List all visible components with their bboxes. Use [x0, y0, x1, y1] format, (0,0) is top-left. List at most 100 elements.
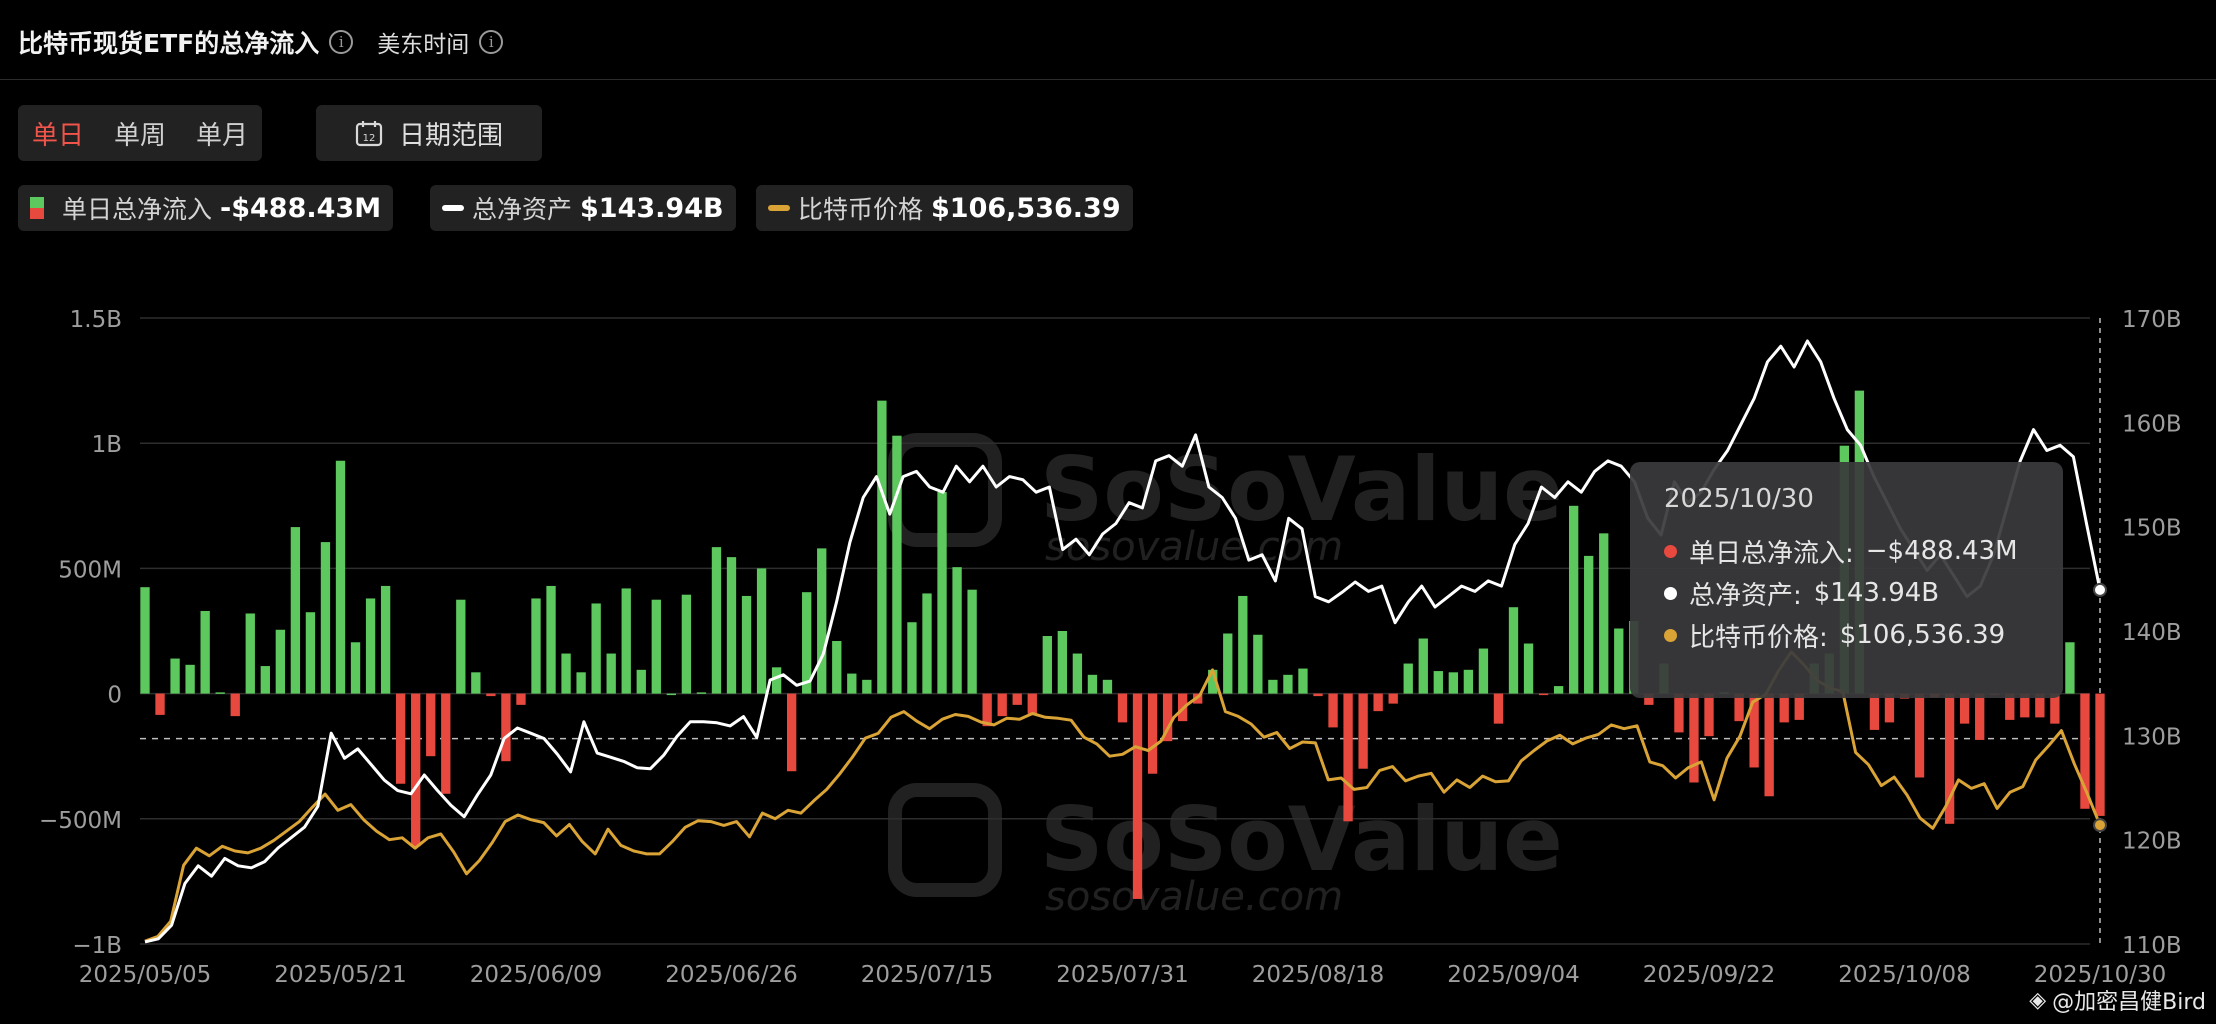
- flow-bar: [561, 653, 571, 694]
- period-selector: 单日 单周 单月: [18, 105, 263, 161]
- flow-bar: [1463, 669, 1474, 694]
- total-assets-line-end-point: [2093, 582, 2107, 597]
- flow-bar: [1764, 693, 1774, 797]
- tab-weekly[interactable]: 单周: [114, 120, 167, 151]
- diamond-logo-icon: ◈: [2029, 987, 2047, 1013]
- flow-bar: [817, 548, 827, 694]
- flow-bar: [877, 400, 887, 694]
- timezone-info-icon[interactable]: i: [479, 30, 504, 54]
- flow-bar: [2005, 693, 2015, 720]
- flow-bar: [756, 568, 767, 694]
- tooltip-row-inflow: 单日总净流入: −$488.43M: [1664, 530, 2029, 572]
- calendar-icon: 12: [355, 119, 383, 147]
- flow-bar: [1268, 679, 1278, 694]
- flow-bar: [892, 435, 902, 694]
- flow-bar: [1689, 693, 1699, 783]
- flow-bar: [967, 589, 977, 694]
- legend-value: $106,536.39: [931, 192, 1121, 224]
- flow-bar: [1298, 668, 1308, 694]
- flow-bar: [1523, 643, 1534, 694]
- flow-bar: [907, 622, 917, 694]
- flow-bar: [275, 629, 286, 694]
- y-left-tick-label: 500M: [58, 557, 122, 583]
- legend-total-assets[interactable]: 总净资产 $143.94B: [430, 185, 736, 231]
- flow-bar: [501, 693, 511, 762]
- x-tick-label: 2025/05/21: [274, 962, 407, 988]
- flow-bar: [1358, 693, 1368, 769]
- watermark: SoSoValuesosovalue.comSoSoValuesosovalue…: [888, 433, 1563, 920]
- flow-bar: [140, 587, 150, 694]
- y-left-tick-label: 0: [107, 683, 122, 709]
- flow-bar: [952, 567, 962, 694]
- x-tick-label: 2025/10/30: [2034, 962, 2167, 988]
- tab-monthly[interactable]: 单月: [196, 120, 249, 151]
- flow-bar: [591, 603, 601, 694]
- btc-price-line-end-point: [2093, 818, 2107, 833]
- legend-btc-price[interactable]: 比特币价格 $106,536.39: [756, 185, 1133, 231]
- flow-bar: [2020, 693, 2030, 718]
- legend-net-inflow[interactable]: 单日总净流入 -$488.43M: [18, 185, 394, 231]
- flow-bar: [1433, 671, 1443, 694]
- flow-bar: [771, 667, 782, 694]
- flow-bar: [696, 692, 707, 694]
- flow-bar: [1493, 693, 1504, 724]
- x-tick-label: 2025/07/15: [861, 962, 994, 988]
- flow-bar: [245, 613, 255, 694]
- flow-bar: [1794, 693, 1804, 720]
- watermark-url: sosovalue.com: [1045, 874, 1343, 920]
- x-tick-label: 2025/06/26: [665, 962, 798, 988]
- flow-bar: [1749, 693, 1759, 768]
- flow-bar: [1704, 693, 1714, 737]
- flow-bar: [1779, 693, 1789, 723]
- legend-name: 比特币价格: [798, 195, 924, 224]
- white-dot-icon: [1664, 586, 1677, 600]
- x-tick-label: 2025/06/09: [470, 962, 603, 988]
- flow-bar: [486, 693, 496, 697]
- legend-name: 单日总净流入: [62, 195, 213, 224]
- y-right-tick-label: 160B: [2122, 411, 2182, 437]
- axes: 1.5B 1B 500M 0 −500M −1B 170B 160B 150B 140B 130B 1…: [39, 307, 2182, 988]
- date-range-label: 日期范围: [398, 120, 503, 151]
- flow-bar: [1042, 636, 1052, 694]
- flow-bar: [1027, 693, 1037, 714]
- watermark-url: sosovalue.com: [1045, 524, 1343, 570]
- flow-bar: [1373, 693, 1383, 712]
- tooltip-value: −$488.43M: [1865, 536, 2018, 566]
- flow-bar: [802, 592, 812, 694]
- flow-bar: [2065, 642, 2075, 694]
- date-range-button[interactable]: 12 日期范围: [316, 105, 542, 161]
- total-assets-line: [144, 339, 2102, 944]
- flow-bar: [320, 542, 331, 694]
- flow-bar: [471, 672, 481, 694]
- info-icon[interactable]: i: [329, 30, 354, 54]
- y-right-tick-label: 170B: [2122, 307, 2182, 333]
- flow-bar: [411, 693, 421, 847]
- flow-bar: [335, 460, 346, 694]
- flow-bar: [997, 693, 1007, 717]
- legend-name: 总净资产: [472, 195, 573, 224]
- flow-bar: [832, 641, 842, 694]
- tooltip-value: $106,536.39: [1839, 620, 2006, 650]
- flow-bar: [1162, 693, 1173, 742]
- flow-bar: [1147, 693, 1158, 774]
- legend-value: -$488.43M: [220, 192, 382, 224]
- flow-bar: [741, 595, 752, 694]
- flow-bar: [1072, 653, 1083, 694]
- svg-text:12: 12: [363, 133, 376, 144]
- flow-bar: [1313, 693, 1323, 697]
- flow-bar: [1959, 693, 1970, 724]
- line-swatch-icon: [768, 205, 790, 211]
- bar-swatch-icon: [30, 197, 44, 219]
- flow-bar: [1869, 693, 1880, 730]
- flow-bar: [576, 672, 586, 694]
- tooltip-label: 总净资产:: [1689, 580, 1802, 611]
- flow-bar: [230, 693, 240, 717]
- x-tick-label: 2025/07/31: [1056, 962, 1189, 988]
- tooltip-label: 单日总净流入:: [1689, 538, 1854, 569]
- flow-bar: [2095, 693, 2105, 816]
- tab-daily[interactable]: 单日: [32, 120, 85, 151]
- flow-bar: [456, 599, 466, 694]
- flow-bar: [2080, 693, 2090, 809]
